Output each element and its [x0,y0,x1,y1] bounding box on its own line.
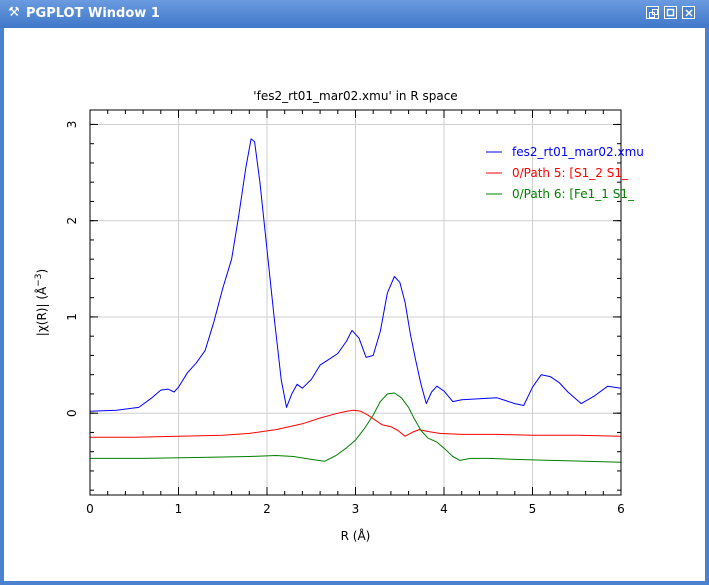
series-line-1 [89,138,622,412]
x-tick-label: 2 [263,502,271,516]
x-tick-label: 3 [352,502,360,516]
axis-ticks [89,110,622,495]
close-button[interactable] [682,6,695,19]
x-tick-label: 5 [529,502,537,516]
title-bar[interactable]: ⚒ PGPLOT Window 1 [0,0,709,28]
y-axis-label-exponent: −3 [34,273,44,286]
legend-label-2: 0/Path 5: [S1_2 S1_ [512,166,629,180]
window-title: PGPLOT Window 1 [26,6,160,21]
chart-title: 'fes2_rt01_mar02.xmu' in R space [253,89,457,103]
x-tick-label: 6 [617,502,625,516]
restore-icon [649,9,658,18]
legend: fes2_rt01_mar02.xmu 0/Path 5: [S1_2 S1_ 0/… [486,145,644,201]
tick-labels: 0 1 2 3 4 5 6 0 1 2 3 [65,121,625,516]
legend-label-3: 0/Path 6: [Fe1_1 S1_ [512,187,635,201]
x-axis-label: R (Å) [341,528,371,543]
r-space-chart: 0 1 2 3 4 5 6 0 1 2 3 'fes2_rt01_mar02.xmu' in R s… [34,89,644,543]
y-tick-label: 2 [65,217,79,225]
restore-button[interactable] [646,6,659,19]
y-axis-label-close: ) [35,269,49,274]
maximize-icon [666,8,675,17]
series-lines [89,138,622,463]
x-tick-label: 1 [175,502,183,516]
maximize-button[interactable] [664,6,677,19]
y-tick-label: 1 [65,313,79,321]
pgplot-app-icon[interactable]: ⚒ [8,5,20,20]
x-tick-label: 0 [86,502,94,516]
y-tick-label: 0 [65,409,79,417]
legend-label-1: fes2_rt01_mar02.xmu [512,145,644,159]
plot-area: 0 1 2 3 4 5 6 0 1 2 3 'fes2_rt01_mar02.xmu' in R s… [4,28,705,581]
y-tick-label: 3 [65,121,79,129]
series-line-2 [90,409,622,438]
y-axis-label: |χ(R)| (Å−3) [34,269,49,336]
x-tick-label: 4 [440,502,448,516]
y-axis-label-main: |χ(R)| (Å [34,286,49,336]
close-icon [685,9,693,17]
series-line-3 [90,392,622,463]
